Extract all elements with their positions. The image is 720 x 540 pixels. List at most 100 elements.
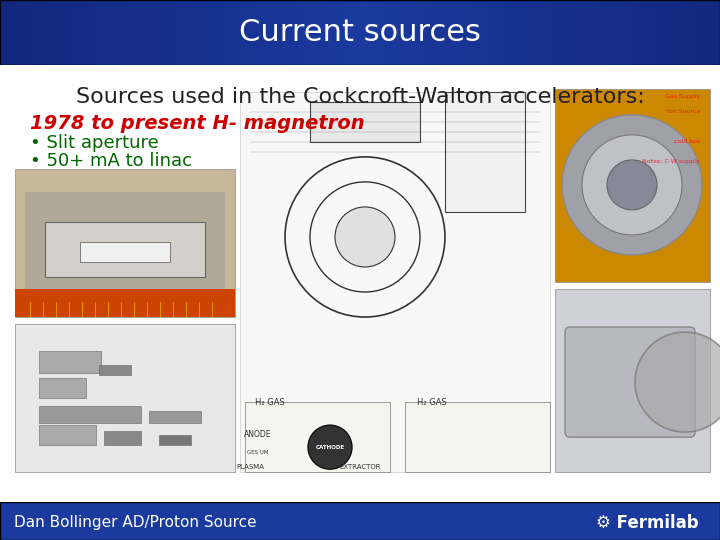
- FancyBboxPatch shape: [25, 192, 225, 292]
- FancyBboxPatch shape: [565, 327, 695, 437]
- FancyBboxPatch shape: [555, 289, 710, 472]
- Bar: [0, 0, 7, 65]
- Circle shape: [335, 207, 395, 267]
- Circle shape: [607, 160, 657, 210]
- Bar: [137, 0, 144, 65]
- Bar: [158, 0, 166, 65]
- Text: H₂ GAS: H₂ GAS: [255, 398, 285, 407]
- Bar: [310, 0, 317, 65]
- Bar: [482, 0, 490, 65]
- Bar: [418, 0, 425, 65]
- Text: • Slit aperture: • Slit aperture: [30, 134, 158, 152]
- Bar: [605, 0, 612, 65]
- Bar: [626, 0, 634, 65]
- Bar: [511, 0, 518, 65]
- Bar: [238, 0, 245, 65]
- FancyBboxPatch shape: [39, 425, 96, 445]
- FancyBboxPatch shape: [39, 378, 86, 398]
- Bar: [706, 0, 713, 65]
- Bar: [634, 0, 641, 65]
- Bar: [410, 0, 418, 65]
- Bar: [209, 0, 216, 65]
- Bar: [166, 0, 173, 65]
- Bar: [72, 0, 79, 65]
- Bar: [122, 0, 130, 65]
- FancyBboxPatch shape: [45, 222, 205, 277]
- Bar: [403, 0, 410, 65]
- FancyBboxPatch shape: [310, 102, 420, 142]
- FancyBboxPatch shape: [0, 502, 720, 540]
- Bar: [22, 0, 29, 65]
- Bar: [353, 0, 360, 65]
- Bar: [612, 0, 619, 65]
- FancyBboxPatch shape: [15, 324, 235, 472]
- Bar: [454, 0, 461, 65]
- Bar: [65, 0, 72, 65]
- Bar: [677, 0, 684, 65]
- Bar: [130, 0, 137, 65]
- Text: PLASMA: PLASMA: [236, 464, 264, 470]
- Bar: [144, 0, 151, 65]
- Bar: [562, 0, 569, 65]
- FancyBboxPatch shape: [99, 365, 131, 375]
- Bar: [475, 0, 482, 65]
- Text: Gas Supply: Gas Supply: [665, 94, 700, 99]
- Text: Current sources: Current sources: [239, 18, 481, 47]
- Bar: [223, 0, 230, 65]
- Bar: [497, 0, 504, 65]
- Bar: [389, 0, 396, 65]
- Bar: [14, 0, 22, 65]
- Text: GES UM: GES UM: [247, 450, 269, 455]
- Bar: [86, 0, 94, 65]
- Bar: [713, 0, 720, 65]
- Bar: [670, 0, 677, 65]
- Text: H₂ GAS: H₂ GAS: [417, 398, 447, 407]
- Bar: [425, 0, 432, 65]
- Text: • 50+ mA to linac: • 50+ mA to linac: [30, 152, 192, 170]
- Bar: [331, 0, 338, 65]
- Bar: [446, 0, 454, 65]
- FancyBboxPatch shape: [445, 92, 525, 212]
- Bar: [230, 0, 238, 65]
- Circle shape: [635, 332, 720, 432]
- Circle shape: [562, 115, 702, 255]
- Bar: [94, 0, 101, 65]
- FancyBboxPatch shape: [15, 169, 235, 317]
- Bar: [598, 0, 605, 65]
- Text: Ion Source: Ion Source: [667, 109, 700, 114]
- Bar: [461, 0, 468, 65]
- Bar: [374, 0, 382, 65]
- FancyBboxPatch shape: [159, 435, 191, 445]
- Bar: [50, 0, 58, 65]
- Bar: [698, 0, 706, 65]
- Bar: [151, 0, 158, 65]
- Text: EXTRACTOR: EXTRACTOR: [339, 464, 381, 470]
- Bar: [576, 0, 583, 65]
- Bar: [180, 0, 187, 65]
- Bar: [662, 0, 670, 65]
- Bar: [504, 0, 511, 65]
- FancyBboxPatch shape: [0, 0, 720, 65]
- FancyBboxPatch shape: [39, 351, 101, 373]
- Bar: [684, 0, 691, 65]
- FancyBboxPatch shape: [80, 242, 170, 262]
- Bar: [317, 0, 324, 65]
- Bar: [367, 0, 374, 65]
- Bar: [655, 0, 662, 65]
- Bar: [540, 0, 547, 65]
- Bar: [29, 0, 36, 65]
- Bar: [295, 0, 302, 65]
- Circle shape: [308, 425, 352, 469]
- FancyBboxPatch shape: [149, 411, 201, 423]
- FancyBboxPatch shape: [555, 89, 710, 282]
- Bar: [202, 0, 209, 65]
- Text: CATHODE: CATHODE: [315, 444, 345, 450]
- Bar: [533, 0, 540, 65]
- Bar: [43, 0, 50, 65]
- FancyBboxPatch shape: [240, 92, 550, 472]
- Bar: [216, 0, 223, 65]
- Bar: [338, 0, 346, 65]
- Bar: [526, 0, 533, 65]
- Bar: [324, 0, 331, 65]
- Bar: [58, 0, 65, 65]
